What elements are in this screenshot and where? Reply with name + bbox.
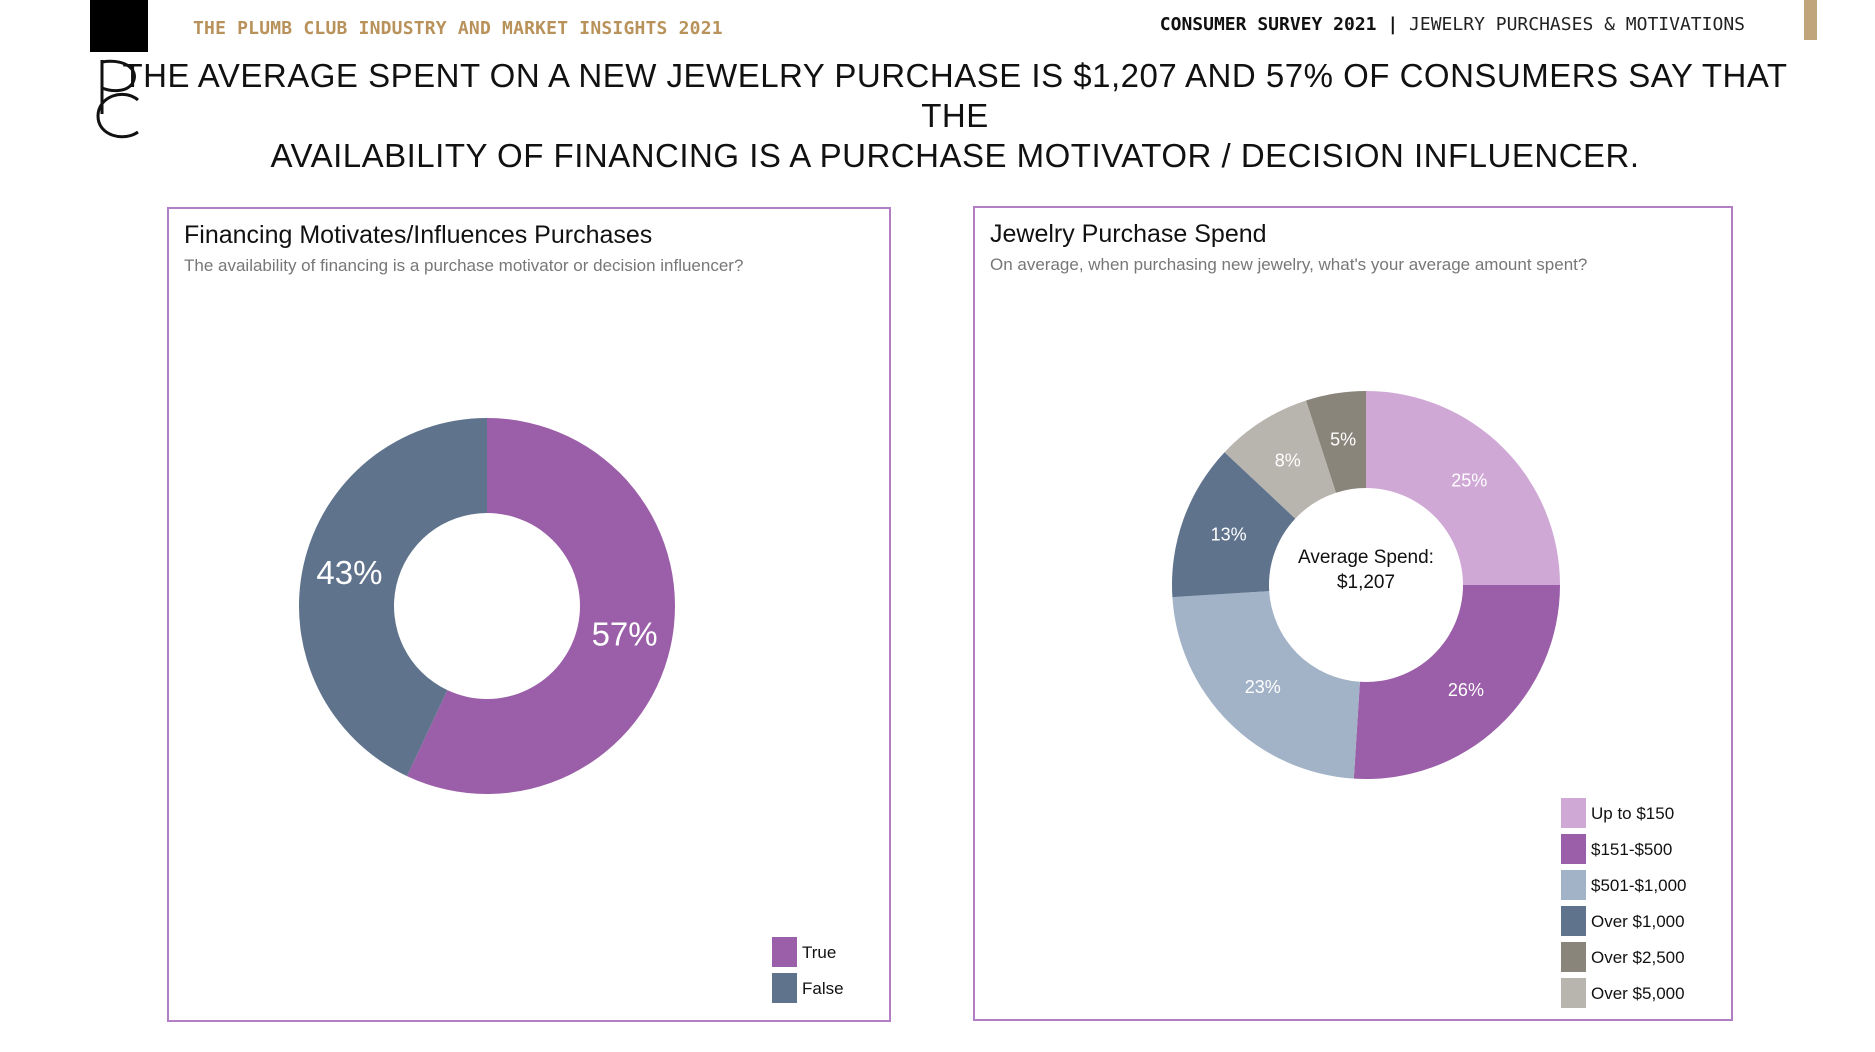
spend-donut-chart: 25% 26% 23% 13% 8% 5% Average Spend: $1,207 [1172,391,1560,779]
spend-label-151-500: 26% [1448,680,1484,700]
financing-legend-label: True [802,943,837,962]
spend-slice-up-to-150 [1366,391,1560,585]
spend-chart-subtitle: On average, when purchasing new jewelry,… [990,255,1588,274]
page-headline: THE AVERAGE SPENT ON A NEW JEWELRY PURCH… [120,56,1790,176]
spend-label-over-2-500: 5% [1330,430,1356,450]
spend-legend-swatch [1561,978,1586,1008]
financing-slice-false [298,418,487,777]
spend-label-over-1-000: 13% [1211,524,1247,544]
gold-corner-tab [1804,0,1817,40]
spend-center-label: Average Spend: [1298,547,1434,568]
survey-separator: | [1376,14,1410,35]
spend-slice-over-1-000 [1172,452,1296,598]
financing-label-false: 43% [316,554,382,591]
financing-slice-true [406,418,675,794]
spend-label-up-to-150: 25% [1451,471,1487,491]
financing-donut-chart: 57% 43% [298,418,675,794]
financing-chart-panel: Financing Motivates/Influences Purchases… [167,207,891,1022]
spend-legend-swatch [1561,798,1586,828]
headline-line-2: AVAILABILITY OF FINANCING IS A PURCHASE … [270,137,1640,174]
spend-slice-over-2-500 [1306,391,1366,493]
spend-legend-label: Over $1,000 [1591,912,1685,931]
spend-chart-title: Jewelry Purchase Spend [990,220,1267,248]
financing-label-true: 57% [592,615,658,652]
spend-legend-swatch [1561,906,1586,936]
financing-legend-swatch [772,937,797,967]
financing-chart-subtitle: The availability of financing is a purch… [184,256,744,275]
survey-line: CONSUMER SURVEY 2021 | JEWELRY PURCHASES… [1160,14,1745,35]
spend-legend-label: $151-$500 [1591,840,1673,859]
financing-legend-swatch [772,973,797,1003]
spend-slice-501-1-000 [1172,591,1360,779]
spend-slice-151-500 [1353,585,1560,779]
spend-label-over-5-000: 8% [1275,450,1301,470]
financing-legend-label: False [802,979,844,998]
logo-block [90,0,148,52]
spend-label-501-1-000: 23% [1245,677,1281,697]
financing-chart-title: Financing Motivates/Influences Purchases [184,221,653,249]
plumb-club-logo-icon [96,59,139,139]
brand-line: THE PLUMB CLUB INDUSTRY AND MARKET INSIG… [193,18,723,39]
spend-center-value: $1,207 [1337,572,1395,593]
spend-legend-swatch [1561,870,1586,900]
spend-legend-label: Up to $150 [1591,804,1675,823]
survey-topic: JEWELRY PURCHASES & MOTIVATIONS [1409,14,1745,35]
spend-legend-label: Over $5,000 [1591,984,1685,1003]
survey-title: CONSUMER SURVEY 2021 [1159,14,1377,35]
spend-legend-swatch [1561,942,1586,972]
spend-slice-over-5-000 [1224,400,1337,519]
spend-chart-panel: Jewelry Purchase Spend On average, when … [973,206,1733,1021]
spend-legend-swatch [1561,834,1586,864]
headline-line-1: THE AVERAGE SPENT ON A NEW JEWELRY PURCH… [122,57,1788,134]
spend-legend-label: Over $2,500 [1591,948,1685,967]
spend-legend-label: $501-$1,000 [1591,876,1687,895]
